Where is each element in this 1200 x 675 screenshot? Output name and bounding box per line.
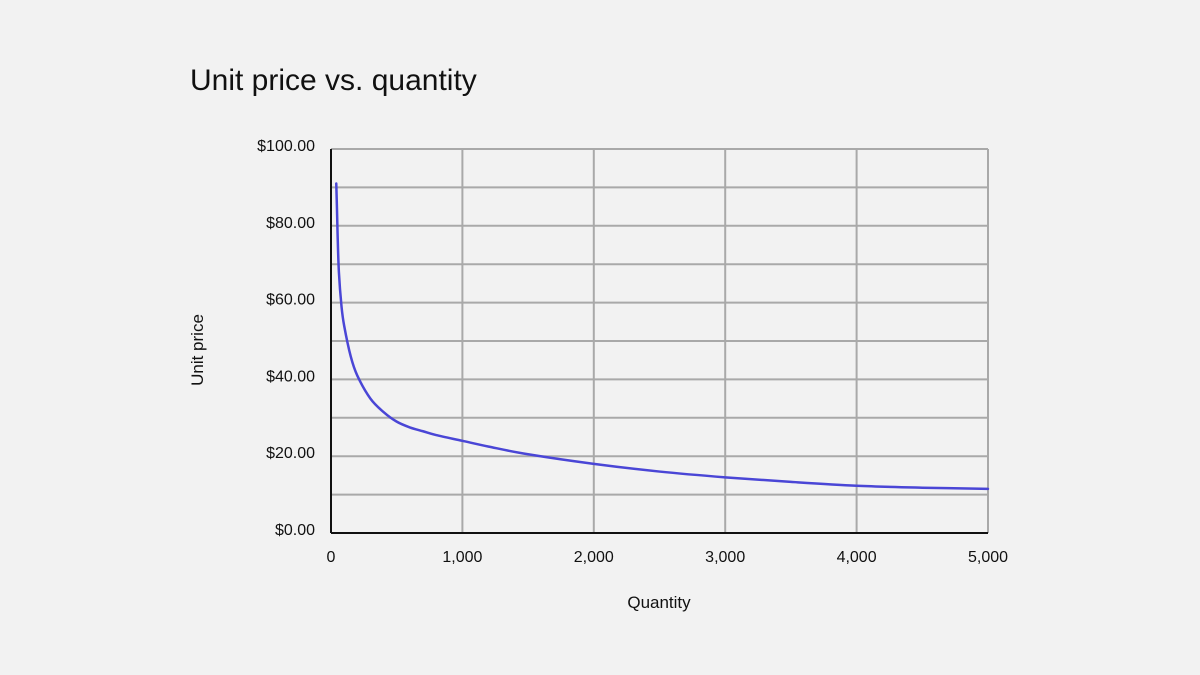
grid	[331, 148, 989, 533]
x-axis-label: Quantity	[627, 593, 691, 612]
x-tick-label: 0	[327, 549, 336, 566]
y-tick-label: $40.00	[266, 368, 315, 385]
x-axis-ticks: 0 1,000 2,000 3,000 4,000 5,000	[327, 549, 1009, 566]
x-tick-label: 3,000	[705, 549, 745, 566]
y-axis-label: Unit price	[188, 314, 207, 386]
y-tick-label: $60.00	[266, 292, 315, 309]
y-tick-label: $80.00	[266, 215, 315, 232]
x-tick-label: 1,000	[442, 549, 482, 566]
x-tick-label: 2,000	[574, 549, 614, 566]
series-line	[335, 182, 990, 491]
y-tick-label: $20.00	[266, 445, 315, 462]
chart-title: Unit price vs. quantity	[190, 64, 477, 97]
y-tick-label: $0.00	[275, 522, 315, 539]
axes	[330, 149, 988, 534]
y-tick-label: $100.00	[257, 138, 315, 155]
x-tick-label: 4,000	[837, 549, 877, 566]
y-axis-ticks: $0.00 $20.00 $40.00 $60.00 $80.00 $100.00	[257, 138, 315, 539]
series	[335, 182, 990, 491]
x-tick-label: 5,000	[968, 549, 1008, 566]
